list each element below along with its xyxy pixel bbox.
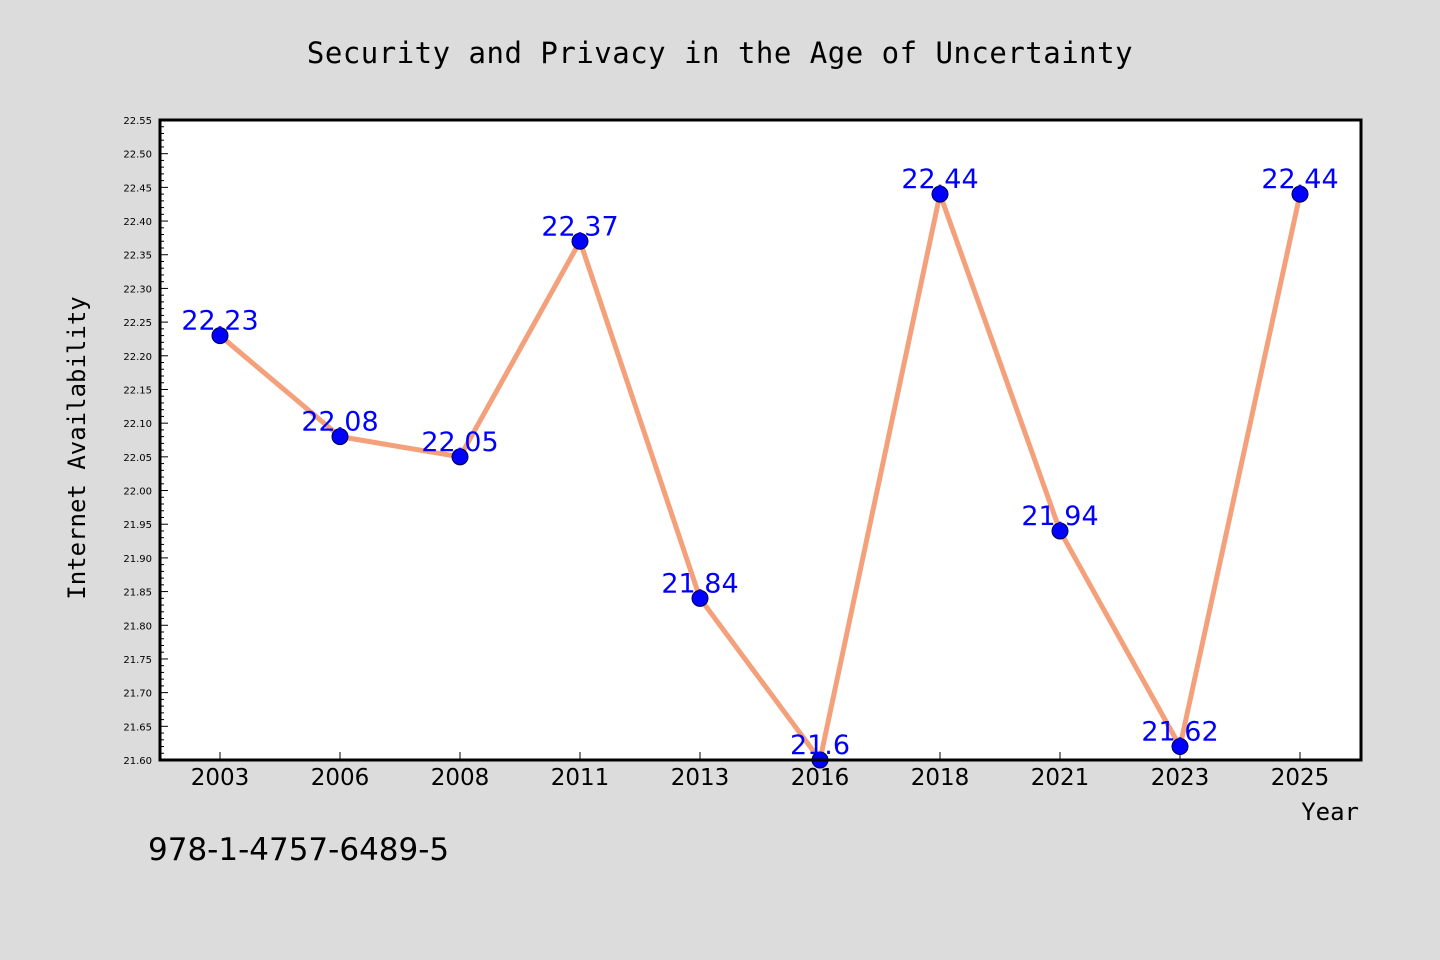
y-tick-label: 22.40: [123, 217, 152, 228]
data-point: [1051, 522, 1069, 540]
y-axis-label: Internet Availability: [63, 296, 91, 599]
data-point: [931, 185, 949, 203]
data-point: [571, 232, 589, 250]
y-tick-label: 22.45: [123, 183, 152, 194]
y-axis: 21.60 21.65 21.70 21.75 21.80 21.85 21.90 21.95…: [123, 116, 168, 767]
data-point: [1171, 738, 1189, 756]
x-axis-label: Year: [1301, 798, 1359, 826]
y-tick-label: 21.95: [123, 520, 152, 531]
data-label: 21.94: [1021, 501, 1098, 532]
y-tick-label: 21.60: [123, 756, 152, 767]
data-point: [331, 428, 349, 446]
data-point: [1291, 185, 1309, 203]
data-point: [451, 448, 469, 466]
y-tick-label: 22.05: [123, 453, 152, 464]
y-tick-label: 21.85: [123, 588, 152, 599]
y-tick-label: 22.10: [123, 419, 152, 430]
y-tick-label: 21.65: [123, 722, 152, 733]
data-label: 22.08: [301, 407, 378, 438]
data-point: [691, 589, 709, 607]
y-tick-label: 21.70: [123, 689, 152, 700]
x-tick-label: 2025: [1271, 765, 1330, 791]
y-tick-label: 22.25: [123, 318, 152, 329]
x-tick-label: 2013: [671, 765, 730, 791]
x-tick-label: 2006: [311, 765, 370, 791]
y-tick-label: 22.20: [123, 352, 152, 363]
series-group: 22.23 22.08 22.05 22.37 21.84 21.6 22.44 21.94 2…: [181, 164, 1339, 769]
x-tick-label: 2003: [191, 765, 250, 791]
y-tick-label: 22.30: [123, 284, 152, 295]
series-line: [218, 191, 1303, 763]
x-tick-label: 2016: [791, 765, 850, 791]
x-tick-label: 2023: [1151, 765, 1210, 791]
y-tick-label: 22.55: [123, 116, 152, 127]
data-label: 22.37: [541, 211, 618, 242]
y-tick-label: 22.50: [123, 150, 152, 161]
chart-title: Security and Privacy in the Age of Uncer…: [307, 36, 1133, 70]
data-label: 22.44: [901, 164, 978, 195]
y-tick-label: 21.80: [123, 621, 152, 632]
y-tick-label: 21.75: [123, 655, 152, 666]
y-tick-label: 21.90: [123, 554, 152, 565]
y-tick-label: 22.00: [123, 487, 152, 498]
x-tick-label: 2018: [911, 765, 970, 791]
data-label: 22.23: [181, 306, 258, 337]
data-label: 21.62: [1141, 717, 1218, 748]
y-tick-label: 22.35: [123, 251, 152, 262]
y-tick-label: 22.15: [123, 385, 152, 396]
data-label: 21.6: [790, 730, 850, 761]
data-label: 22.44: [1261, 164, 1338, 195]
data-label: 21.84: [661, 568, 738, 599]
isbn-text: 978-1-4757-6489-5: [148, 832, 450, 868]
data-point: [211, 327, 229, 345]
data-label: 22.05: [421, 427, 498, 458]
x-tick-label: 2008: [431, 765, 490, 791]
plot-frame: [158, 118, 1363, 762]
x-tick-label: 2021: [1031, 765, 1090, 791]
x-tick-label: 2011: [551, 765, 610, 791]
